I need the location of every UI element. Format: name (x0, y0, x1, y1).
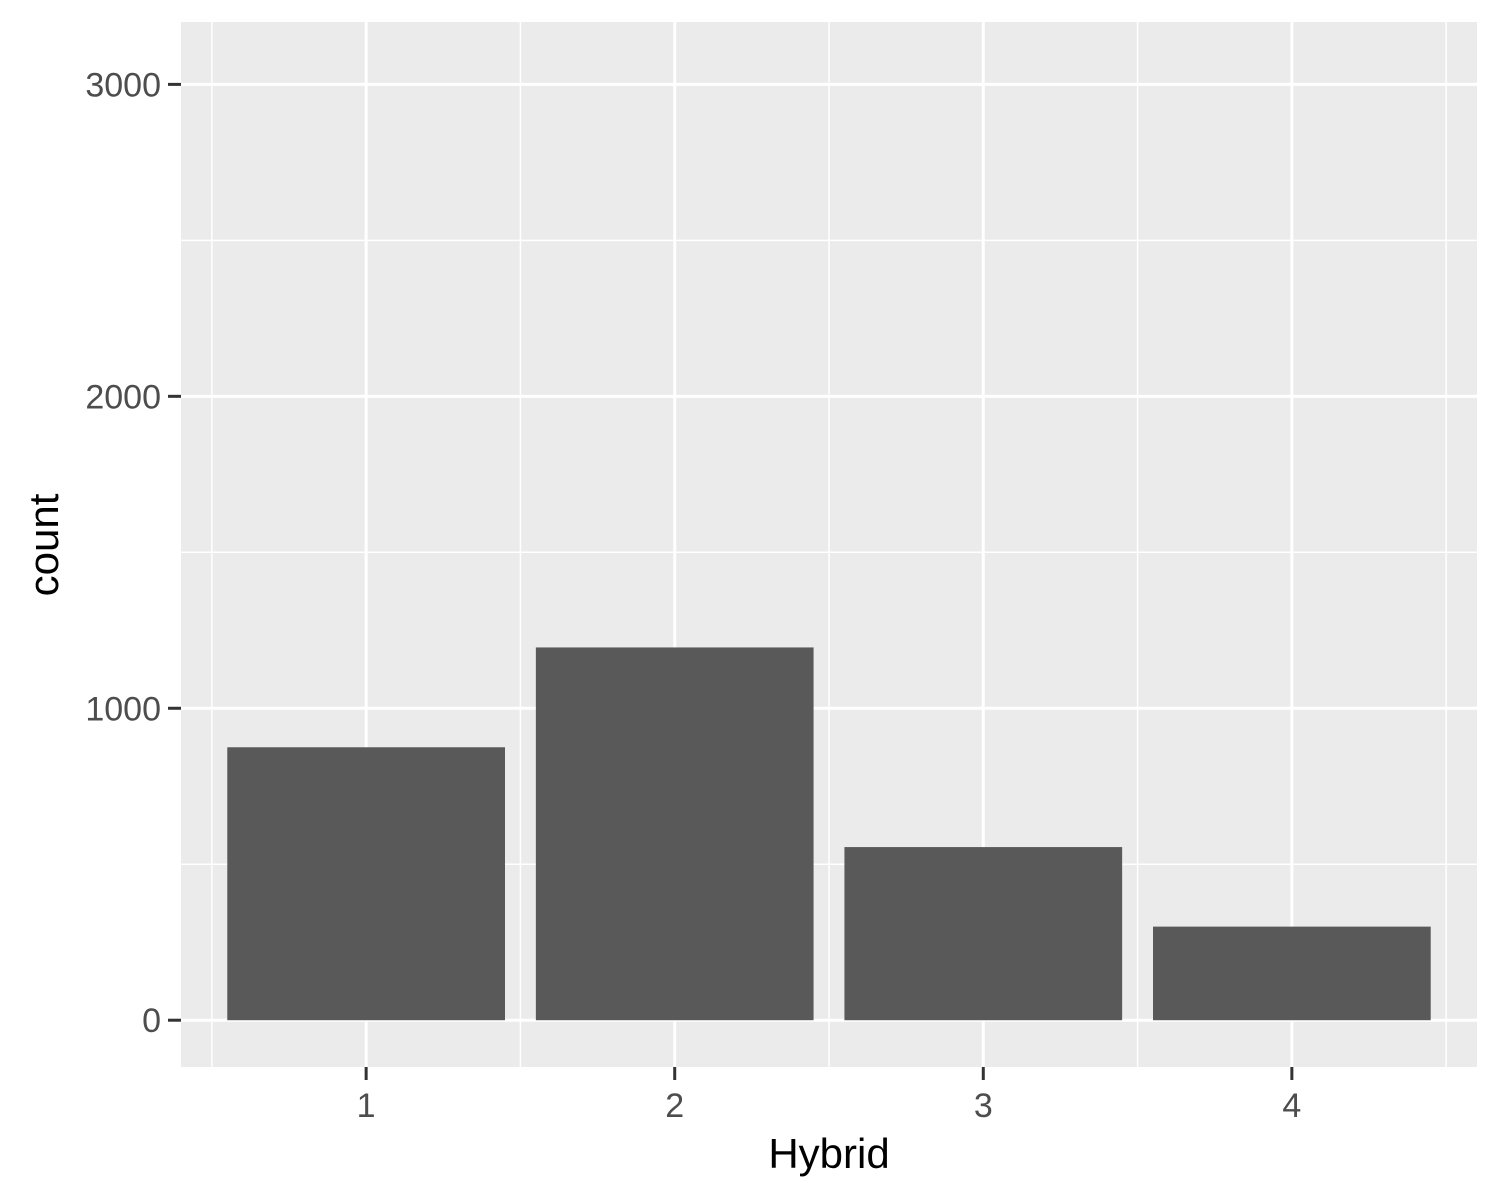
x-axis-title: Hybrid (768, 1130, 889, 1177)
y-axis-title: count (20, 493, 67, 596)
bars (227, 647, 1431, 1021)
bar-3 (844, 847, 1123, 1021)
x-tick-label: 4 (1282, 1087, 1301, 1125)
x-tick-label: 2 (665, 1087, 684, 1125)
bar-4 (1153, 926, 1431, 1021)
y-tick-label: 0 (142, 1002, 161, 1040)
major-grid (181, 22, 1477, 1067)
y-tick-label: 1000 (85, 690, 161, 728)
y-axis: 0 1000 2000 3000 (85, 66, 181, 1040)
x-axis: 1 2 3 4 (357, 1067, 1301, 1125)
y-tick-label: 3000 (85, 66, 161, 104)
bar-1 (227, 747, 506, 1021)
bar-2 (535, 647, 814, 1021)
x-tick-label: 3 (974, 1087, 993, 1125)
y-tick-label: 2000 (85, 378, 161, 416)
x-tick-label: 1 (357, 1087, 376, 1125)
